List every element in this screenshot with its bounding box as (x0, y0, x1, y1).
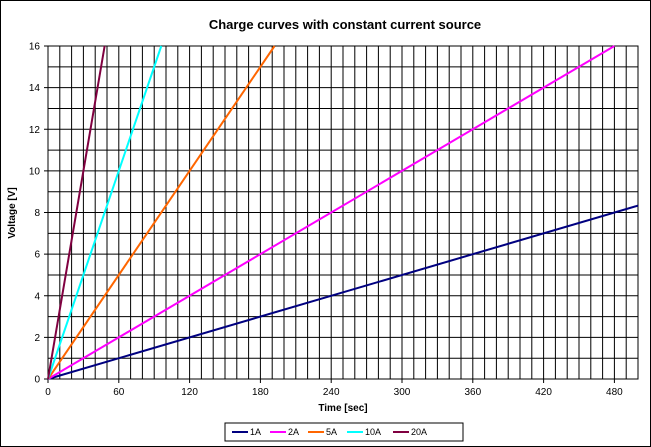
y-tick-label: 0 (34, 375, 40, 386)
x-tick-label: 0 (45, 387, 51, 398)
series-line-5a (47, 45, 276, 380)
y-axis-title: Voltage [V] (7, 187, 18, 238)
series-line-20a (47, 45, 106, 380)
y-tick-label: 16 (29, 42, 41, 53)
y-tick-label: 14 (29, 83, 41, 94)
x-axis-title: Time [sec] (318, 403, 367, 414)
x-tick-label: 300 (394, 387, 411, 398)
legend-label-2a: 2A (288, 427, 299, 437)
y-tick-label: 4 (34, 291, 40, 302)
y-tick-label: 8 (34, 208, 40, 219)
series-line-10a (47, 45, 163, 380)
grid-lines (48, 46, 638, 379)
chart-title: Charge curves with constant current sour… (209, 17, 481, 32)
legend-label-10a: 10A (365, 427, 381, 437)
x-tick-labels: 0 60 120 180 240 300 360 420 480 (45, 379, 623, 398)
series-lines (47, 45, 639, 380)
legend-box (224, 422, 464, 442)
legend-label-1a: 1A (250, 427, 261, 437)
x-tick-label: 420 (535, 387, 552, 398)
x-tick-label: 120 (181, 387, 198, 398)
legend-label-20a: 20A (411, 427, 427, 437)
y-tick-label: 6 (34, 250, 40, 261)
y-tick-label: 12 (29, 125, 41, 136)
y-tick-label: 10 (29, 166, 41, 177)
series-line-2a (47, 45, 615, 380)
y-tick-label: 2 (34, 333, 40, 344)
x-tick-label: 360 (464, 387, 481, 398)
x-tick-label: 240 (323, 387, 340, 398)
legend-label-5a: 5A (326, 427, 337, 437)
x-tick-label: 480 (606, 387, 623, 398)
series-line-1a (47, 204, 639, 380)
x-tick-label: 60 (113, 387, 125, 398)
y-tick-labels: 0 2 4 6 8 10 12 14 16 (29, 42, 48, 386)
x-tick-label: 180 (252, 387, 269, 398)
legend: 1A 2A 5A 10A 20A (224, 422, 464, 442)
